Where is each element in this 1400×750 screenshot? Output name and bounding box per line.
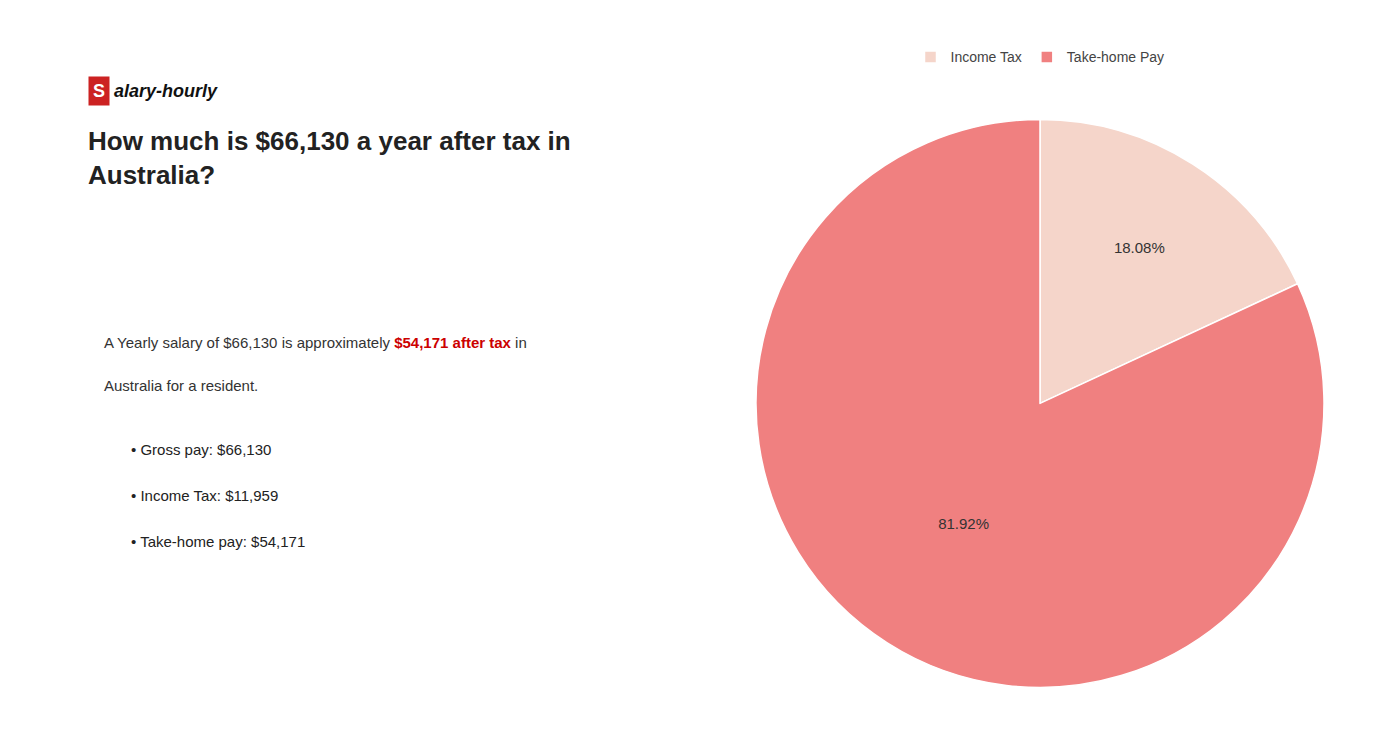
svg-text:How much is $66,130 a year aft: How much is $66,130 a year after tax inA…: [88, 126, 571, 190]
svg-text:• Gross pay: $66,130: • Gross pay: $66,130: [131, 441, 271, 458]
svg-text:18.08%: 18.08%: [1114, 239, 1165, 256]
svg-text:Income Tax: Income Tax: [951, 49, 1022, 65]
svg-text:• Take-home pay: $54,171: • Take-home pay: $54,171: [131, 533, 305, 550]
svg-text:A Yearly salary of $66,130 is: A Yearly salary of $66,130 is approximat…: [104, 334, 527, 351]
svg-text:Take-home Pay: Take-home Pay: [1067, 49, 1164, 65]
svg-text:Australia for a resident.: Australia for a resident.: [104, 377, 258, 394]
svg-text:S: S: [93, 81, 105, 101]
svg-text:• Income Tax: $11,959: • Income Tax: $11,959: [131, 487, 278, 504]
svg-text:alary-hourly: alary-hourly: [114, 81, 218, 101]
svg-text:81.92%: 81.92%: [938, 515, 989, 532]
